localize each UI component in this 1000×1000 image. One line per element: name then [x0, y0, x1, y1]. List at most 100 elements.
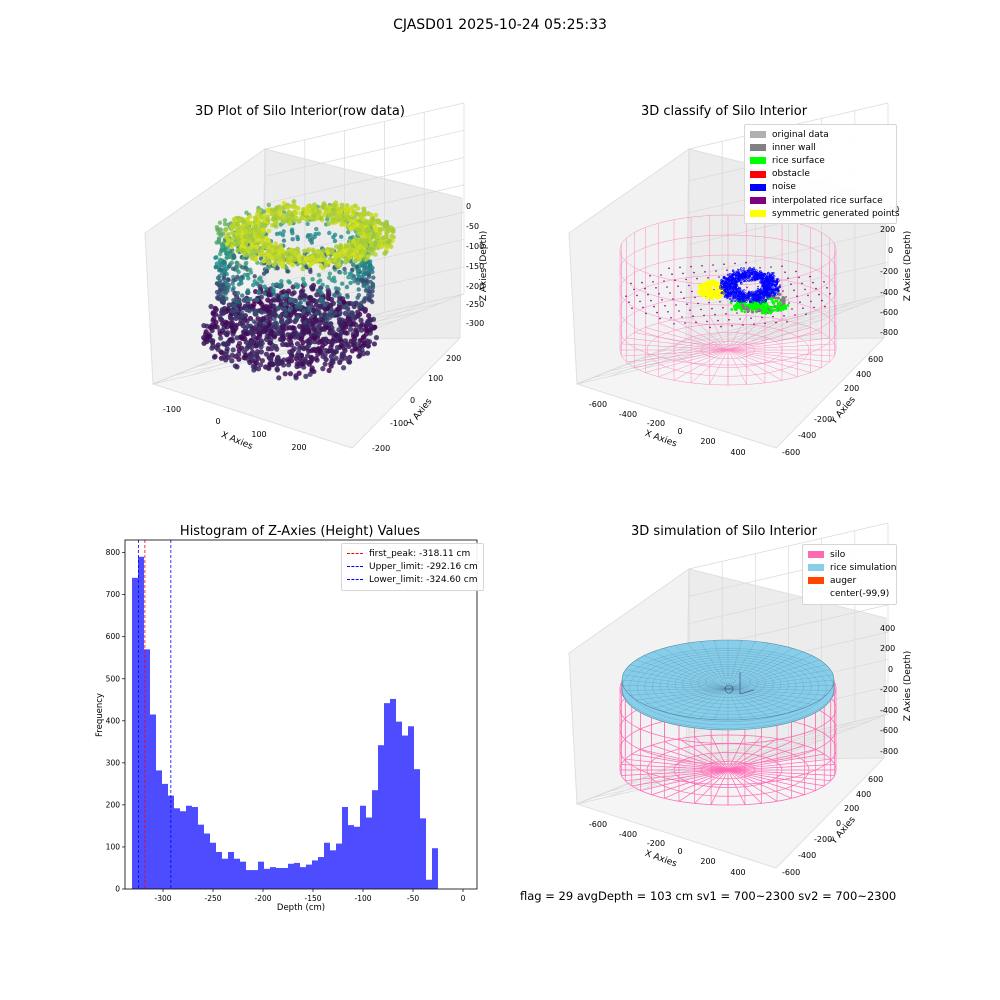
raw-point	[308, 297, 315, 303]
raw-point	[343, 208, 349, 214]
cls-point-symmetric	[705, 296, 709, 300]
sim-xtick: 200	[700, 857, 715, 866]
sim-ztick: 200	[880, 644, 895, 653]
raw-point	[276, 306, 281, 311]
cls-point-symmetric	[716, 295, 720, 299]
cls-point-interpolated	[804, 288, 806, 291]
raw-point	[307, 305, 313, 311]
raw-point	[234, 267, 240, 272]
raw-point	[323, 356, 329, 363]
raw-point	[201, 322, 207, 329]
cls-ytick: 600	[868, 355, 883, 364]
raw-point	[273, 254, 278, 260]
histogram-xtick-label: -50	[407, 894, 419, 903]
cls-point-interpolated	[824, 305, 826, 308]
raw-point	[270, 247, 275, 253]
raw-point	[229, 358, 235, 364]
raw-point	[356, 293, 362, 298]
cls-ztick: -200	[880, 267, 898, 276]
cls-point-noise	[742, 267, 746, 270]
legend-label: first_peak: -318.11 cm	[369, 548, 471, 559]
cls-point-noise	[767, 272, 770, 275]
raw-point	[388, 244, 394, 250]
raw-point	[254, 244, 259, 250]
raw-point	[294, 332, 300, 338]
cls-point-interpolated	[720, 325, 722, 328]
raw-point	[360, 227, 366, 232]
raw-point	[240, 293, 245, 298]
sim-surface-meshline	[714, 688, 729, 720]
raw-point	[230, 266, 236, 271]
raw-point	[323, 320, 330, 326]
raw-point	[364, 350, 371, 356]
raw-point	[309, 284, 315, 290]
raw-point	[305, 204, 311, 210]
cls-point-interpolated	[685, 278, 687, 281]
raw-point	[310, 276, 315, 282]
sim-xtick: 0	[677, 847, 682, 856]
raw-point	[367, 219, 373, 224]
sim-ytick: 200	[844, 804, 859, 813]
raw-point	[244, 222, 250, 228]
raw-point	[312, 207, 318, 213]
raw-point	[219, 247, 225, 253]
raw-point	[355, 302, 361, 307]
cls-point-interpolated	[641, 281, 643, 284]
raw-point	[236, 239, 242, 245]
raw-point	[242, 317, 248, 323]
raw-point	[283, 293, 288, 298]
cls-ytick: -400	[798, 431, 816, 440]
raw-point	[230, 235, 236, 241]
raw-point	[322, 361, 328, 367]
legend-swatch	[750, 210, 766, 218]
raw-point	[338, 310, 343, 316]
raw-point	[365, 253, 371, 259]
sim-surface-meshline	[663, 648, 729, 690]
cls-point-interpolated	[775, 321, 777, 324]
raw-point	[333, 310, 338, 316]
raw-point	[366, 312, 372, 319]
histogram-bar	[408, 726, 414, 889]
cls-point-wall	[750, 310, 755, 314]
histogram-ytick-label: 700	[106, 590, 121, 599]
raw-point	[283, 311, 288, 316]
raw-point	[325, 250, 331, 255]
histogram-bar	[288, 863, 294, 889]
legend-swatch	[750, 131, 766, 139]
raw-point	[353, 258, 358, 264]
cls-point-noise	[748, 300, 752, 303]
raw-point	[282, 371, 288, 377]
sim-surface-meshline	[622, 674, 729, 690]
cls-point-noise	[768, 281, 772, 285]
gridline	[688, 229, 889, 277]
raw-point	[339, 317, 345, 323]
raw-ytick: 100	[428, 374, 443, 383]
raw-point	[366, 274, 372, 279]
cls-point-interpolated	[659, 317, 661, 320]
cls-ytick: -200	[814, 415, 832, 424]
raw-point	[341, 346, 347, 352]
raw-ztick: -150	[466, 262, 484, 271]
raw-point	[252, 274, 257, 279]
raw-point	[325, 284, 330, 290]
raw-point	[314, 226, 319, 232]
raw-point	[245, 323, 251, 329]
histogram-bar	[234, 858, 240, 889]
gridline	[264, 102, 465, 150]
raw-point	[269, 328, 275, 335]
cls-point-noise	[749, 272, 753, 276]
raw-point	[350, 267, 355, 272]
raw-ztick: -50	[466, 222, 479, 231]
cls-point-interpolated	[753, 323, 755, 326]
gridline	[688, 522, 889, 570]
raw-point	[211, 354, 218, 360]
cls-point-noise	[754, 292, 758, 296]
raw-point	[273, 260, 279, 266]
cls-point-rice	[775, 304, 779, 308]
cls-point-interpolated	[672, 298, 674, 300]
raw-point	[368, 298, 374, 303]
raw-point	[288, 334, 294, 341]
sim-surface-meshline	[727, 688, 820, 701]
legend-entry-interpolated: interpolated rice surface	[750, 194, 891, 207]
raw-point	[274, 282, 280, 287]
